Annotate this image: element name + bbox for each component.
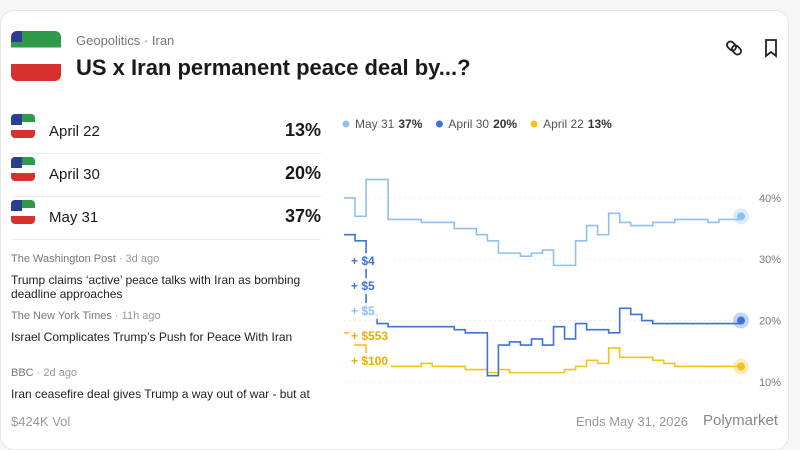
news-source: The Washington Post · 3d ago: [11, 253, 159, 265]
market-title: US x Iran permanent peace deal by...?: [76, 55, 471, 80]
legend-value: 13%: [588, 117, 612, 131]
volume: $424K Vol: [11, 414, 71, 429]
tag[interactable]: Iran: [151, 33, 175, 48]
outcome-icon: [11, 157, 35, 181]
annotation: + $5: [351, 304, 375, 318]
y-tick-label: 40%: [759, 193, 781, 205]
annotation: + $100: [351, 354, 388, 368]
outcome-value: 20%: [284, 163, 321, 183]
y-tick-label: 20%: [759, 316, 781, 328]
outcome-name: April 22: [49, 123, 100, 140]
legend-item: May 31 37%: [342, 117, 423, 131]
chart: 10% 20% 30% 40% May 31 37% April 30 20% April 22…: [342, 117, 781, 389]
source: The New York Times: [11, 310, 112, 322]
annotation-bg: [349, 328, 391, 344]
legend-dot: [342, 120, 350, 128]
category[interactable]: Geopolitics: [76, 33, 141, 48]
outcome-value: 13%: [284, 120, 321, 140]
legend-name: May 31: [355, 117, 395, 131]
legend-value: 37%: [398, 117, 422, 131]
brand[interactable]: Polymarket: [702, 412, 778, 429]
legend-value: 20%: [493, 117, 517, 131]
actions: [725, 39, 777, 58]
annotation: + $4: [351, 254, 375, 268]
outcome-row[interactable]: May 31 37%: [11, 197, 321, 240]
legend-dot: [435, 120, 443, 128]
headline[interactable]: Trump claims ‘active’ peace talks with I…: [11, 273, 301, 301]
time: 11h ago: [121, 310, 161, 322]
bookmark-icon[interactable]: [765, 39, 777, 58]
headline[interactable]: Israel Complicates Trump’s Push for Peac…: [11, 330, 293, 344]
legend-name: April 30: [448, 117, 489, 131]
source: BBC: [11, 367, 34, 379]
annotation: + $553: [351, 329, 388, 343]
legend-name: April 22: [543, 117, 584, 131]
annotation-bg: [349, 303, 391, 319]
sep: ·: [111, 310, 122, 322]
annotation-bg: [349, 353, 391, 369]
end-dot: [737, 362, 745, 371]
outcome-name: May 31: [49, 209, 99, 226]
end-dot: [737, 212, 745, 221]
news-source: BBC · 2d ago: [11, 367, 77, 379]
outcome-value: 37%: [284, 206, 321, 226]
annotation: + $5: [351, 279, 375, 293]
news-source: The New York Times · 11h ago: [11, 310, 161, 322]
annotation-bg: [349, 278, 391, 294]
y-tick-label: 10%: [759, 377, 781, 389]
legend-item: April 30 20%: [435, 117, 517, 131]
y-tick-label: 30%: [759, 254, 781, 266]
legend-item: April 22 13%: [530, 117, 612, 131]
end-date: Ends May 31, 2026: [575, 414, 688, 429]
annotation-bg: [349, 253, 391, 269]
source: The Washington Post: [11, 253, 116, 265]
sep: ·: [115, 253, 126, 265]
end-dot: [737, 316, 745, 325]
time: 2d ago: [43, 367, 78, 379]
series-line: [344, 178, 742, 267]
outcome-row[interactable]: April 22 13%: [11, 111, 321, 154]
link-icon[interactable]: [725, 40, 737, 52]
market-icon: [11, 31, 61, 81]
series-line: [344, 331, 741, 374]
outcome-name: April 30: [49, 166, 100, 183]
outcome-icon: [11, 200, 35, 224]
outcome-icon: [11, 114, 35, 138]
headline[interactable]: Iran ceasefire deal gives Trump a way ou…: [11, 387, 310, 401]
market-card: Geopolitics · Iran US x Iran permanent p…: [0, 10, 789, 450]
sep: ·: [33, 367, 44, 379]
legend-dot: [530, 120, 538, 128]
series-line: [344, 233, 742, 377]
time: 3d ago: [125, 253, 160, 265]
breadcrumb: Geopolitics · Iran: [76, 33, 175, 48]
outcome-row[interactable]: April 30 20%: [11, 154, 321, 197]
